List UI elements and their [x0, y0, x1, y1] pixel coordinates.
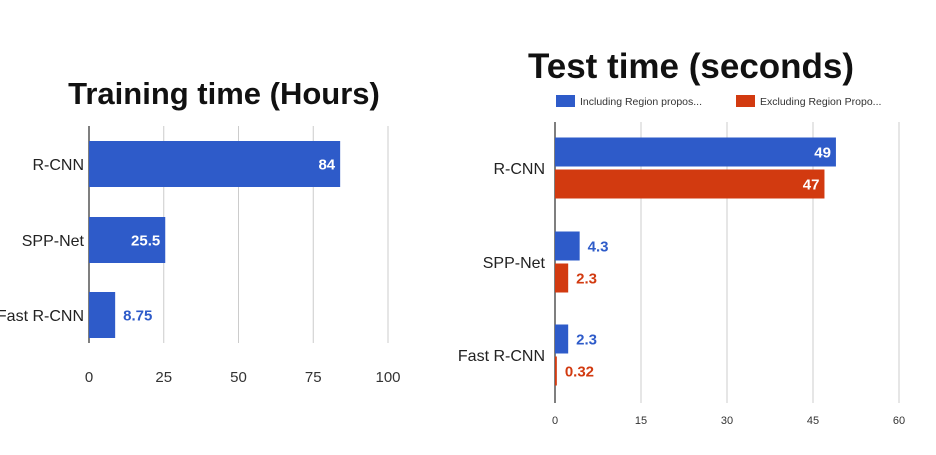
data-label: 2.3 — [576, 271, 597, 288]
x-tick-label: 0 — [552, 415, 558, 427]
data-label: 25.5 — [131, 233, 160, 250]
bar — [555, 231, 580, 261]
grid-lines — [554, 122, 900, 403]
data-label: 4.3 — [588, 239, 609, 256]
tick-labels: 0 25 50 75 100 — [85, 369, 401, 386]
x-tick-label: 25 — [155, 369, 172, 386]
chart-title: Test time (seconds) — [528, 47, 854, 86]
data-label: 47 — [803, 177, 820, 194]
test-time-chart: Test time (seconds) Including Region pro… — [458, 47, 905, 427]
x-tick-label: 60 — [893, 415, 905, 427]
category-label: Fast R-CNN — [0, 308, 84, 325]
x-tick-label: 100 — [375, 369, 400, 386]
category-label: SPP-Net — [483, 255, 546, 272]
legend: Including Region propos... Excluding Regi… — [556, 95, 881, 108]
bar — [89, 292, 116, 338]
bar — [89, 217, 166, 263]
bar — [555, 169, 825, 199]
legend-label: Including Region propos... — [580, 96, 702, 108]
bar — [555, 356, 557, 386]
data-label: 8.75 — [123, 308, 152, 325]
data-label: 84 — [318, 157, 335, 174]
data-label: 2.3 — [576, 332, 597, 349]
training-time-chart: Training time (Hours) R-CNN SPP-Net Fast R… — [0, 76, 401, 386]
x-tick-label: 45 — [807, 415, 819, 427]
bars — [555, 137, 836, 386]
data-labels: 84 25.5 8.75 — [123, 157, 336, 325]
bar — [89, 141, 341, 187]
x-tick-label: 75 — [305, 369, 322, 386]
data-label: 0.32 — [565, 364, 594, 381]
legend-swatch — [556, 95, 575, 107]
bar — [555, 137, 836, 167]
x-tick-label: 50 — [230, 369, 247, 386]
category-label: Fast R-CNN — [458, 348, 545, 365]
chart-title: Training time (Hours) — [68, 76, 380, 111]
tick-labels: 0 15 30 45 60 — [552, 415, 905, 427]
category-labels: R-CNN SPP-Net Fast R-CNN — [0, 157, 85, 325]
bars — [89, 141, 341, 338]
x-tick-label: 15 — [635, 415, 647, 427]
legend-swatch — [736, 95, 755, 107]
category-label: SPP-Net — [22, 233, 85, 250]
x-tick-label: 0 — [85, 369, 93, 386]
bar — [555, 324, 569, 354]
category-label: R-CNN — [493, 161, 545, 178]
data-label: 49 — [814, 145, 831, 162]
legend-label: Excluding Region Propo... — [760, 96, 881, 108]
category-label: R-CNN — [32, 157, 84, 174]
bar — [555, 263, 569, 293]
category-labels: R-CNN SPP-Net Fast R-CNN — [458, 161, 546, 365]
x-tick-label: 30 — [721, 415, 733, 427]
data-labels: 49 4.3 2.3 47 2.3 0.32 — [565, 145, 831, 381]
